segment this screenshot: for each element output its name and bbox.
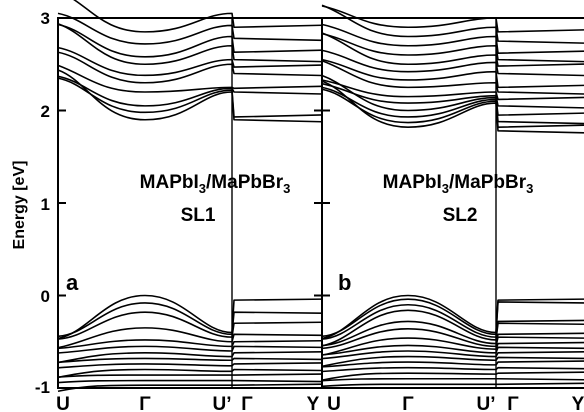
y-tick-label: 0 xyxy=(41,287,50,306)
band-line xyxy=(321,344,584,356)
kpoint-label-u: U xyxy=(327,394,341,412)
panel-a-yticks xyxy=(58,109,322,297)
kpoint-label-gamma: Γ xyxy=(241,394,253,412)
panel-a-subtitle: SL1 xyxy=(181,205,216,226)
kpoint-label-y: Y xyxy=(307,394,320,412)
band-line xyxy=(57,368,323,379)
kpoint-label-gamma: Γ xyxy=(507,394,519,412)
band-line xyxy=(321,320,584,347)
band-line xyxy=(321,328,584,350)
band-line xyxy=(57,373,323,378)
panel-b-yticks xyxy=(322,109,330,297)
band-line xyxy=(57,351,323,364)
band-line xyxy=(57,12,323,45)
band-line xyxy=(57,22,323,66)
band-line xyxy=(57,75,323,107)
band-line xyxy=(57,77,323,118)
band-line xyxy=(321,32,584,63)
band-line xyxy=(321,337,584,356)
panel-b: MAPbI3/MaPbBr3 SL2 b xyxy=(321,4,584,389)
band-line xyxy=(321,371,584,381)
band-line xyxy=(321,298,584,338)
band-line xyxy=(321,350,584,360)
panel-b-title: MAPbI3/MaPbBr3 xyxy=(383,172,534,196)
panel-b-letter: b xyxy=(338,270,351,295)
y-tick-label: 1 xyxy=(41,195,50,214)
kpoint-label-gamma: Γ xyxy=(139,394,151,412)
band-line xyxy=(57,294,323,340)
band-line xyxy=(321,294,584,340)
y-tick-label: -1 xyxy=(35,378,50,397)
kpoint-label-y: Y xyxy=(572,394,584,412)
y-tick-labels: 3 2 1 0 -1 xyxy=(35,9,50,397)
band-line xyxy=(57,311,323,340)
band-line xyxy=(57,362,323,369)
band-line xyxy=(321,49,584,77)
band-line xyxy=(321,74,584,116)
band-line xyxy=(57,51,323,84)
band-line xyxy=(321,88,584,128)
band-line xyxy=(57,345,323,354)
panel-a-letter: a xyxy=(66,270,79,295)
panel-a-frame xyxy=(57,17,323,389)
band-line xyxy=(321,303,584,340)
band-line xyxy=(321,377,584,382)
kpoint-label-gamma: Γ xyxy=(402,394,414,412)
panel-a-bands xyxy=(57,0,323,393)
band-line xyxy=(57,379,323,384)
y-axis-label: Energy [eV] xyxy=(11,161,28,250)
band-line xyxy=(321,360,584,368)
band-line xyxy=(57,64,323,93)
band-line xyxy=(321,23,584,54)
band-line xyxy=(321,309,584,347)
band-line xyxy=(57,339,323,350)
band-line xyxy=(321,58,584,89)
band-line xyxy=(321,355,584,368)
band-line xyxy=(321,32,584,67)
band-line xyxy=(57,327,323,349)
band-line xyxy=(57,69,323,123)
band-line xyxy=(321,59,584,95)
band-line xyxy=(321,86,584,125)
kpoint-label-u: U xyxy=(56,394,70,412)
y-tick-label: 2 xyxy=(41,102,50,121)
band-line xyxy=(321,79,584,101)
band-line xyxy=(73,0,323,33)
panel-b-subtitle: SL2 xyxy=(443,205,478,226)
band-line xyxy=(321,82,584,109)
y-tick-label: 3 xyxy=(41,9,50,28)
kpoint-label-u-prime: U’ xyxy=(477,394,496,412)
panel-a: MAPbI3/MaPbBr3 SL1 a xyxy=(57,0,323,393)
panel-b-bands xyxy=(321,4,584,388)
band-line xyxy=(57,357,323,364)
kpoint-labels: U Γ U’ Γ Y U Γ U’ Γ Y xyxy=(56,394,584,412)
band-line xyxy=(57,46,323,77)
band-line xyxy=(57,23,323,58)
panel-a-title: MAPbI3/MaPbBr3 xyxy=(140,172,291,196)
band-line xyxy=(321,366,584,373)
band-line xyxy=(57,302,323,338)
band-line xyxy=(321,382,584,388)
kpoint-label-u-prime: U’ xyxy=(213,394,232,412)
